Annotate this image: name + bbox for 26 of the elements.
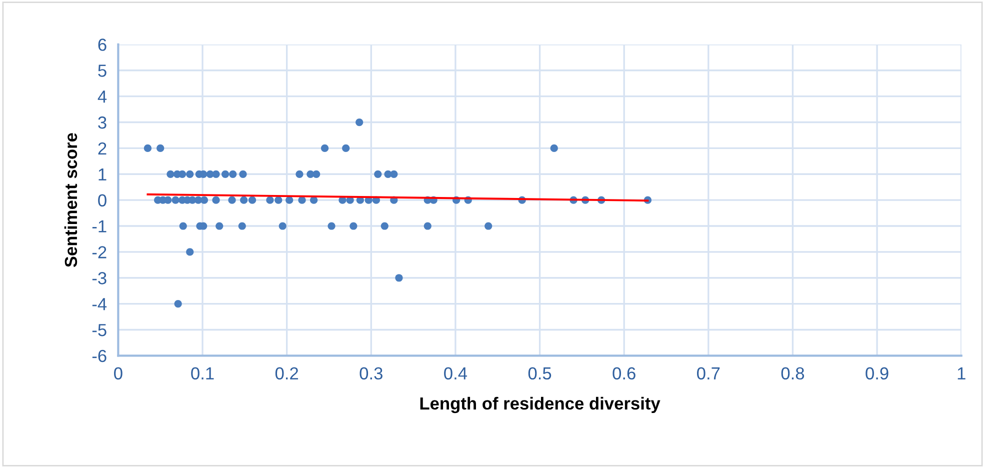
y-axis-title: Sentiment score <box>64 133 78 268</box>
y-tick-label: -3 <box>92 272 106 284</box>
x-tick-label: 0.4 <box>444 367 468 380</box>
x-tick-label: 0.5 <box>528 367 552 380</box>
y-tick-label: 1 <box>98 168 106 180</box>
x-tick-label: 0.1 <box>191 367 214 380</box>
x-axis-title: Length of residence diversity <box>420 396 660 414</box>
x-tick-label: 0 <box>114 367 122 380</box>
y-tick-label: -4 <box>92 298 107 310</box>
x-tick-label: 0.7 <box>697 367 720 380</box>
y-tick-label: -5 <box>92 324 106 336</box>
y-tick-label: -1 <box>92 220 106 232</box>
y-tick-label: -6 <box>92 350 106 362</box>
x-tick-label: 0.8 <box>781 367 804 380</box>
y-tick-label: 5 <box>98 64 106 77</box>
x-tick-label: 0.3 <box>360 367 382 380</box>
y-tick-label: -2 <box>92 246 106 258</box>
y-tick-label: 4 <box>98 90 107 103</box>
y-tick-label: 0 <box>98 194 106 207</box>
y-tick-label: 2 <box>98 142 106 154</box>
y-tick-label: 3 <box>98 116 106 129</box>
x-tick-label: 1 <box>958 367 966 380</box>
x-tick-label: 0.6 <box>612 367 636 380</box>
y-tick-label: 6 <box>98 38 106 51</box>
x-tick-label: 0.2 <box>275 367 298 380</box>
x-tick-label: 0.9 <box>866 367 888 380</box>
